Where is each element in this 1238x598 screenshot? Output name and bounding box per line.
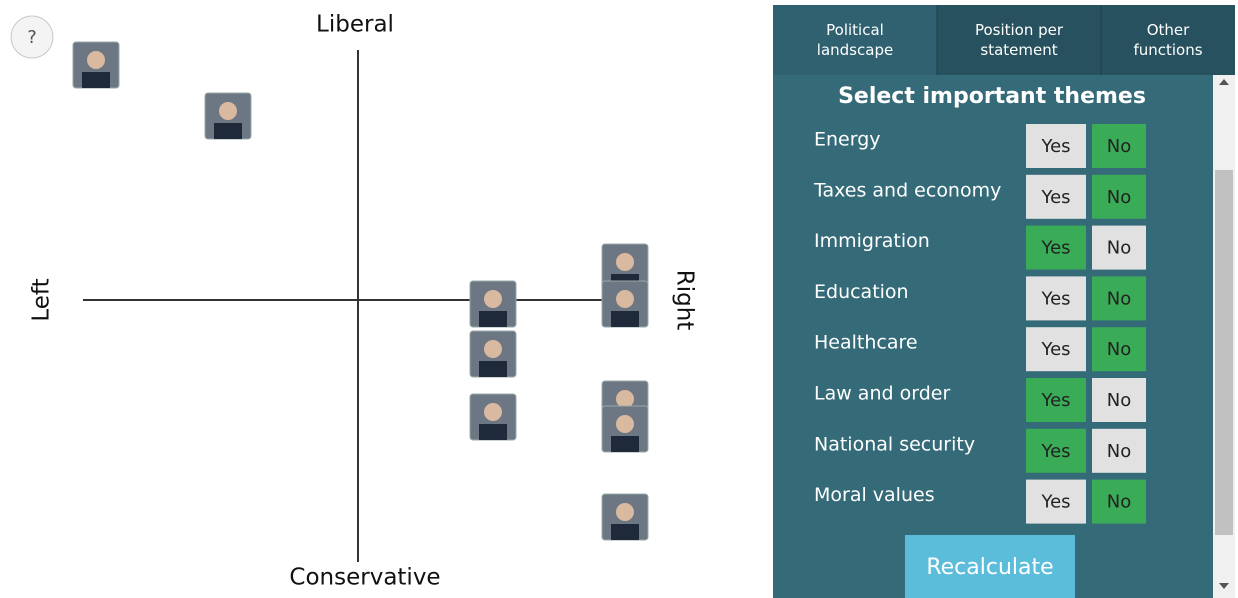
no-label[interactable]: No [1107, 136, 1131, 157]
photo-face [616, 253, 634, 271]
right-label: Right [672, 270, 698, 331]
liberal-label: Liberal [316, 12, 394, 38]
panel-title: Select important themes [838, 84, 1146, 109]
no-label[interactable]: No [1107, 238, 1131, 259]
photo-body [479, 361, 507, 377]
recalculate-label[interactable]: Recalculate [926, 555, 1053, 580]
theme-label: Healthcare [814, 332, 918, 354]
photo-body [82, 72, 110, 88]
theme-label: Immigration [814, 230, 930, 252]
photo-body [611, 436, 639, 452]
yes-label[interactable]: Yes [1040, 238, 1070, 259]
photo-face [616, 290, 634, 308]
photo-face [219, 102, 237, 120]
theme-label: Education [814, 281, 909, 303]
theme-label: National security [814, 433, 975, 455]
landscape: ? Liberal Conservative Left Right [11, 12, 698, 591]
no-label[interactable]: No [1107, 339, 1131, 360]
screen: ? Liberal Conservative Left Right Politi… [0, 0, 1238, 598]
yes-label[interactable]: Yes [1040, 492, 1070, 513]
photo-face [616, 415, 634, 433]
scroll-thumb[interactable] [1215, 170, 1233, 535]
photo-face [484, 290, 502, 308]
yes-label[interactable]: Yes [1040, 339, 1070, 360]
theme-label: Law and order [814, 383, 950, 405]
photo-body [611, 311, 639, 327]
help-label[interactable]: ? [27, 27, 37, 48]
photo-face [87, 51, 105, 69]
photo-face [484, 403, 502, 421]
no-label[interactable]: No [1107, 187, 1131, 208]
theme-label: Energy [814, 129, 881, 151]
left-label: Left [29, 278, 55, 321]
no-label[interactable]: No [1107, 492, 1131, 513]
photo-body [479, 424, 507, 440]
photo-body [611, 524, 639, 540]
photo-face [616, 390, 634, 408]
conservative-label: Conservative [289, 565, 440, 591]
page: ? Liberal Conservative Left Right Politi… [0, 0, 1238, 598]
theme-label: Moral values [814, 484, 935, 506]
photo-body [214, 123, 242, 139]
no-label[interactable]: No [1107, 390, 1131, 411]
no-label[interactable]: No [1107, 288, 1131, 309]
photo-face [484, 340, 502, 358]
yes-label[interactable]: Yes [1040, 441, 1070, 462]
yes-label[interactable]: Yes [1040, 187, 1070, 208]
no-label[interactable]: No [1107, 441, 1131, 462]
yes-label[interactable]: Yes [1040, 288, 1070, 309]
photo-body [479, 311, 507, 327]
photo-face [616, 503, 634, 521]
theme-label: Taxes and economy [813, 179, 1001, 201]
yes-label[interactable]: Yes [1040, 136, 1070, 157]
yes-label[interactable]: Yes [1040, 390, 1070, 411]
